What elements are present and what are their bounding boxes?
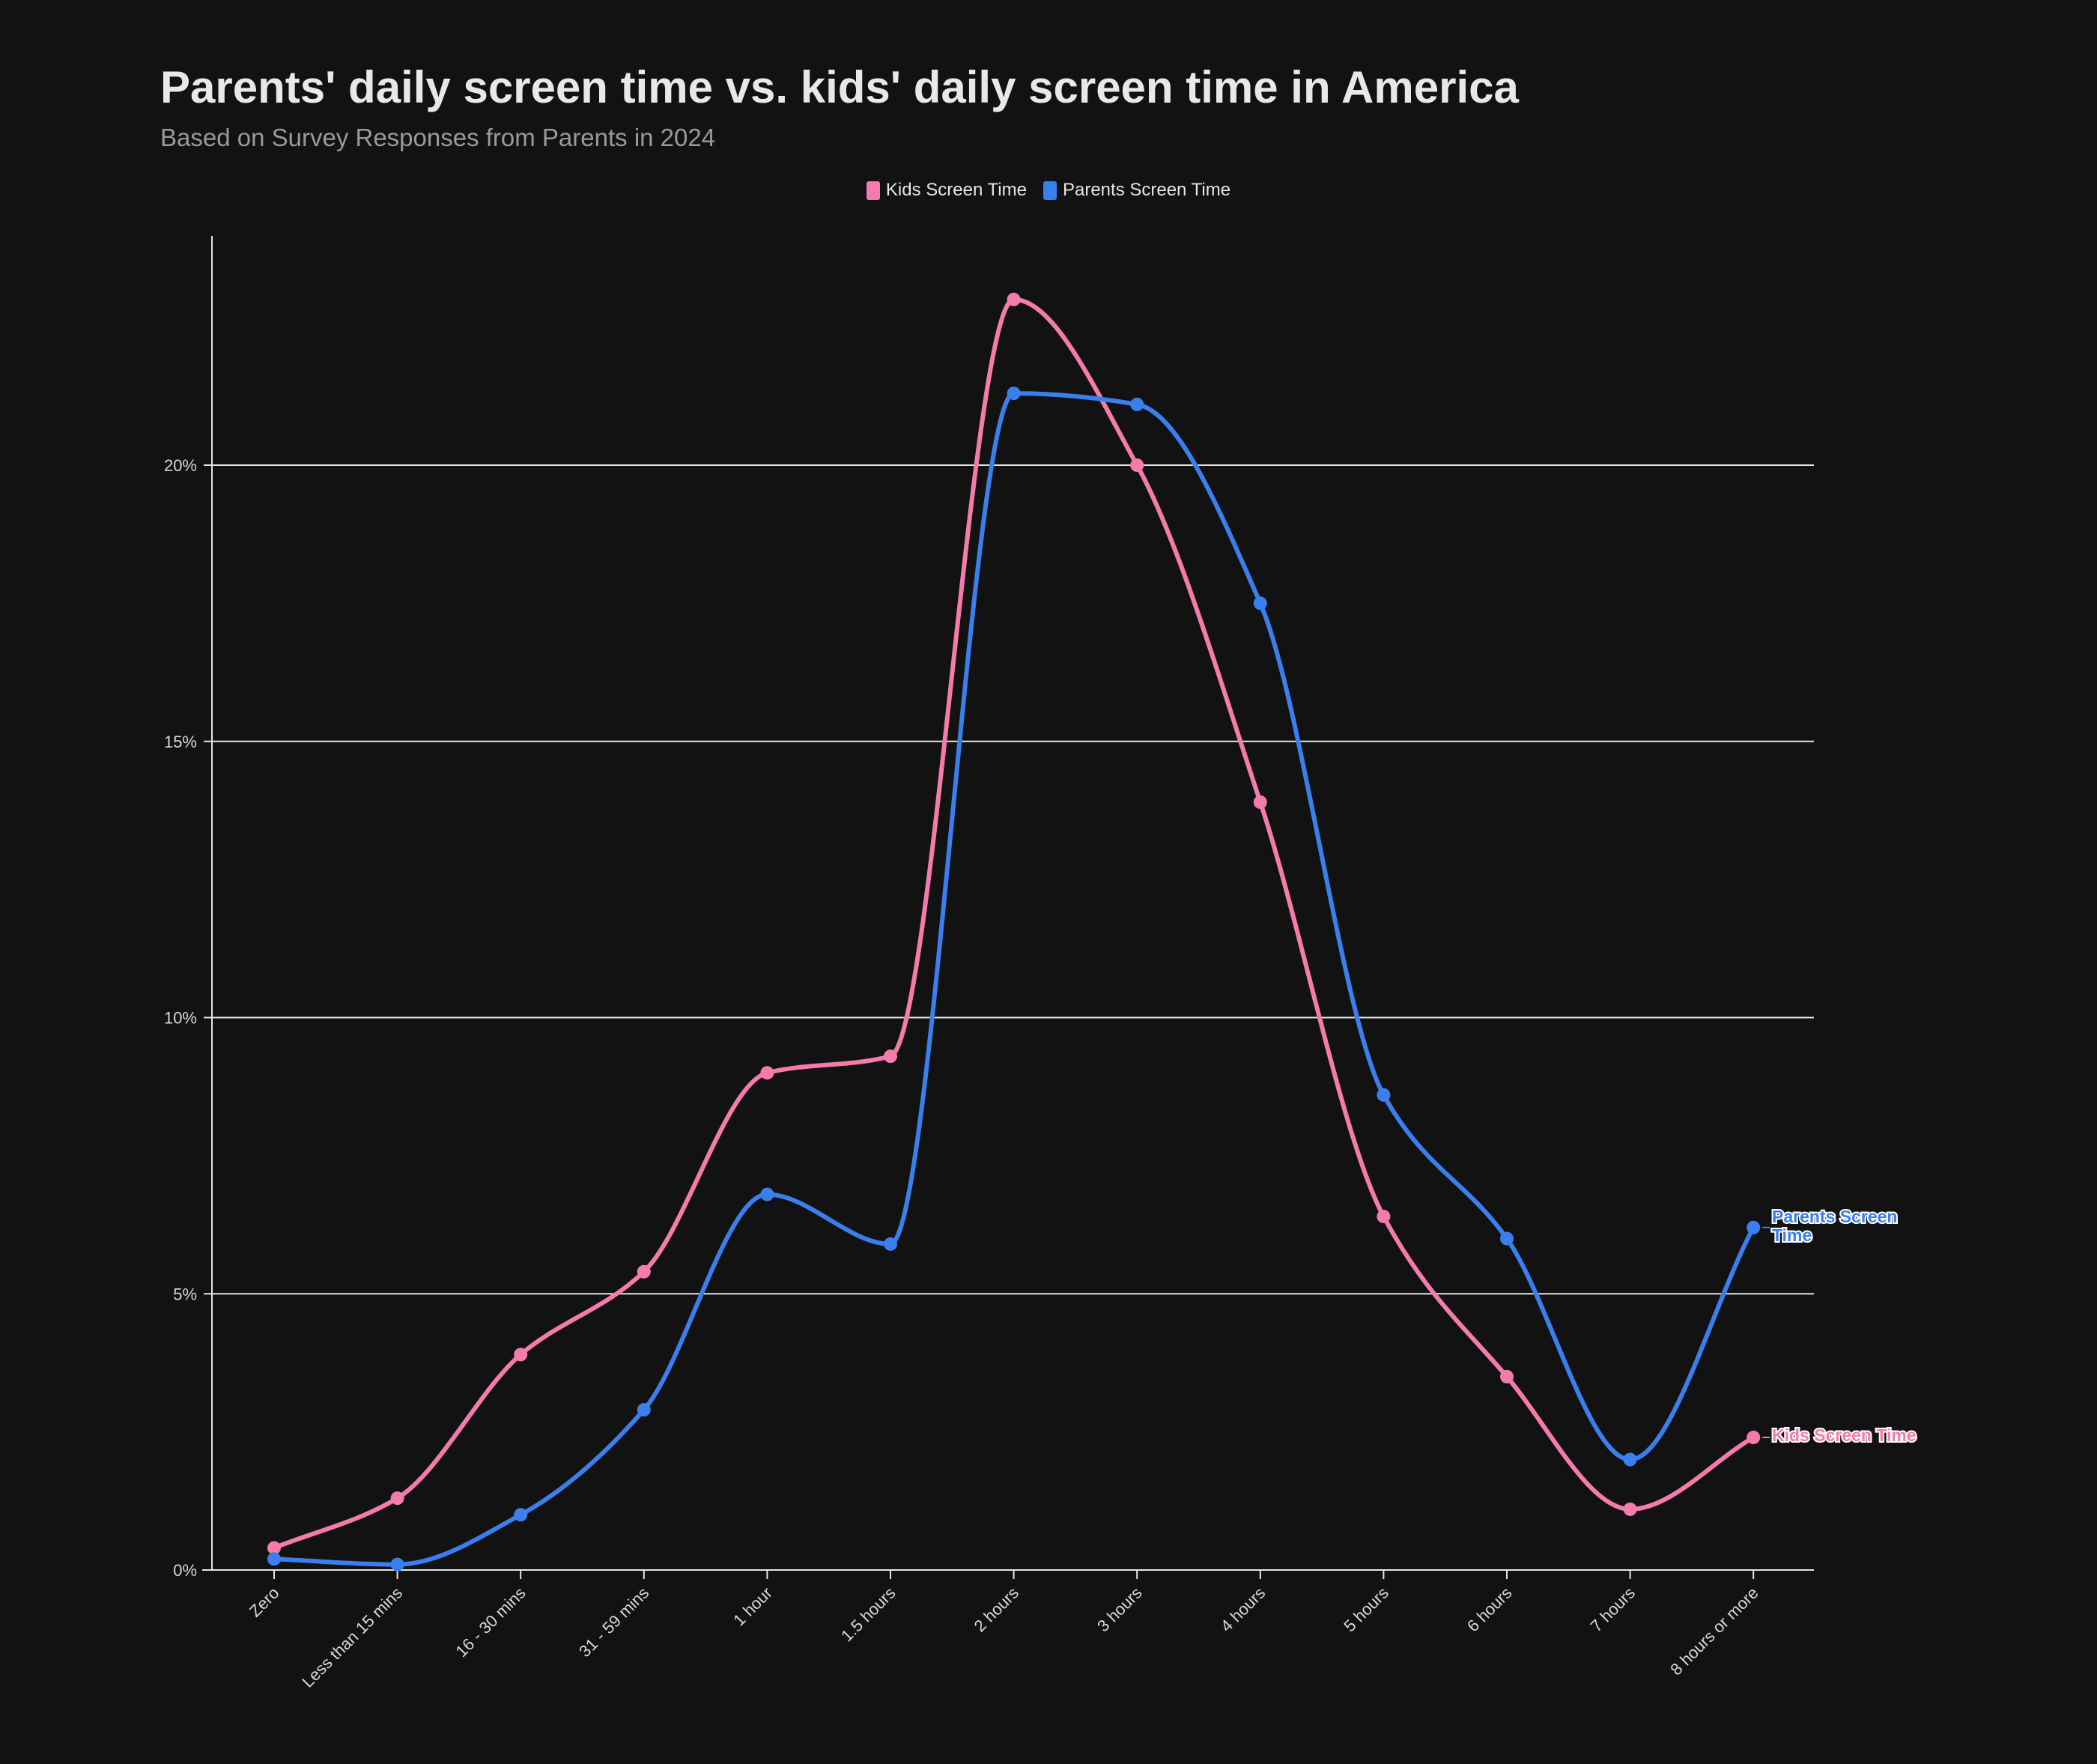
data-point-parents[interactable] (1747, 1220, 1761, 1234)
data-point-parents[interactable] (1130, 397, 1144, 411)
end-labels: Parents Screen Time Kids Screen Time (1770, 1205, 1918, 1446)
end-label-parents-line1: Parents Screen (1772, 1207, 1897, 1226)
data-point-parents[interactable] (1377, 1088, 1391, 1102)
legend: Kids Screen Time Parents Screen Time (0, 180, 2097, 201)
data-point-parents[interactable] (267, 1552, 281, 1566)
x-tick-label: 4 hours (1217, 1583, 1269, 1636)
data-point-parents[interactable] (390, 1557, 404, 1571)
data-point-kids[interactable] (637, 1264, 651, 1279)
x-tick-label: 3 hours (1093, 1583, 1146, 1636)
x-tick-label: 31 - 59 mins (575, 1583, 652, 1661)
axes (202, 236, 1814, 1571)
x-tick-label: 7 hours (1587, 1583, 1639, 1636)
y-tick-labels: 0% 5% 10% 15% 20% (164, 456, 197, 1580)
data-point-kids[interactable] (1500, 1369, 1514, 1383)
grid-lines (204, 464, 1814, 1579)
data-point-parents[interactable] (760, 1187, 774, 1201)
x-tick-labels: Zero Less than 15 mins 16 - 30 mins 31 - 59… (246, 1583, 1762, 1691)
legend-label-kids: Kids Screen Time (885, 180, 1027, 200)
data-point-kids[interactable] (884, 1049, 897, 1064)
x-tick-label: 2 hours (971, 1583, 1023, 1636)
data-point-kids[interactable] (1747, 1431, 1761, 1444)
y-tick-label: 20% (164, 456, 197, 475)
legend-swatch-kids (866, 181, 880, 200)
data-point-parents[interactable] (884, 1237, 897, 1251)
data-point-kids[interactable] (1377, 1210, 1391, 1223)
data-point-kids[interactable] (760, 1066, 774, 1080)
end-label-parents-line2: Time (1772, 1225, 1812, 1245)
data-point-parents[interactable] (637, 1403, 651, 1417)
data-point-parents[interactable] (1007, 387, 1021, 401)
legend-label-parents: Parents Screen Time (1062, 180, 1231, 200)
x-tick-label: 1.5 hours (837, 1583, 899, 1646)
data-point-parents[interactable] (514, 1508, 528, 1522)
legend-item-kids[interactable]: Kids Screen Time (866, 180, 1027, 201)
y-tick-label: 15% (164, 733, 197, 751)
series (267, 292, 1770, 1571)
series-line-kids[interactable] (273, 297, 1755, 1551)
data-point-kids[interactable] (1130, 458, 1144, 472)
y-tick-label: 10% (164, 1009, 197, 1028)
y-tick-label: 5% (173, 1285, 197, 1303)
data-point-parents[interactable] (1253, 596, 1267, 610)
x-tick-label: 6 hours (1463, 1583, 1516, 1636)
x-tick-label: 1 hour (729, 1583, 776, 1630)
x-tick-label: Zero (246, 1583, 283, 1621)
data-point-kids[interactable] (1623, 1502, 1637, 1516)
legend-item-parents[interactable]: Parents Screen Time (1043, 180, 1230, 201)
data-point-parents[interactable] (1623, 1452, 1637, 1467)
chart-title: Parents' daily screen time vs. kids' dai… (160, 62, 1519, 112)
data-point-parents[interactable] (1500, 1231, 1514, 1246)
series-line-parents[interactable] (273, 391, 1755, 1567)
x-tick-label: 5 hours (1340, 1583, 1392, 1636)
x-tick-label: Less than 15 mins (298, 1583, 406, 1691)
data-point-kids[interactable] (514, 1348, 528, 1362)
x-tick-label: 16 - 30 mins (452, 1583, 529, 1661)
data-point-kids[interactable] (267, 1541, 281, 1555)
legend-swatch-parents (1043, 181, 1057, 200)
data-point-kids[interactable] (1253, 795, 1267, 809)
chart-subtitle: Based on Survey Responses from Parents i… (160, 124, 716, 151)
end-label-kids: Kids Screen Time (1772, 1425, 1917, 1445)
y-tick-label: 0% (173, 1561, 197, 1580)
data-point-kids[interactable] (1007, 292, 1021, 306)
data-point-kids[interactable] (390, 1491, 404, 1506)
x-tick-label: 8 hours or more (1666, 1583, 1761, 1679)
